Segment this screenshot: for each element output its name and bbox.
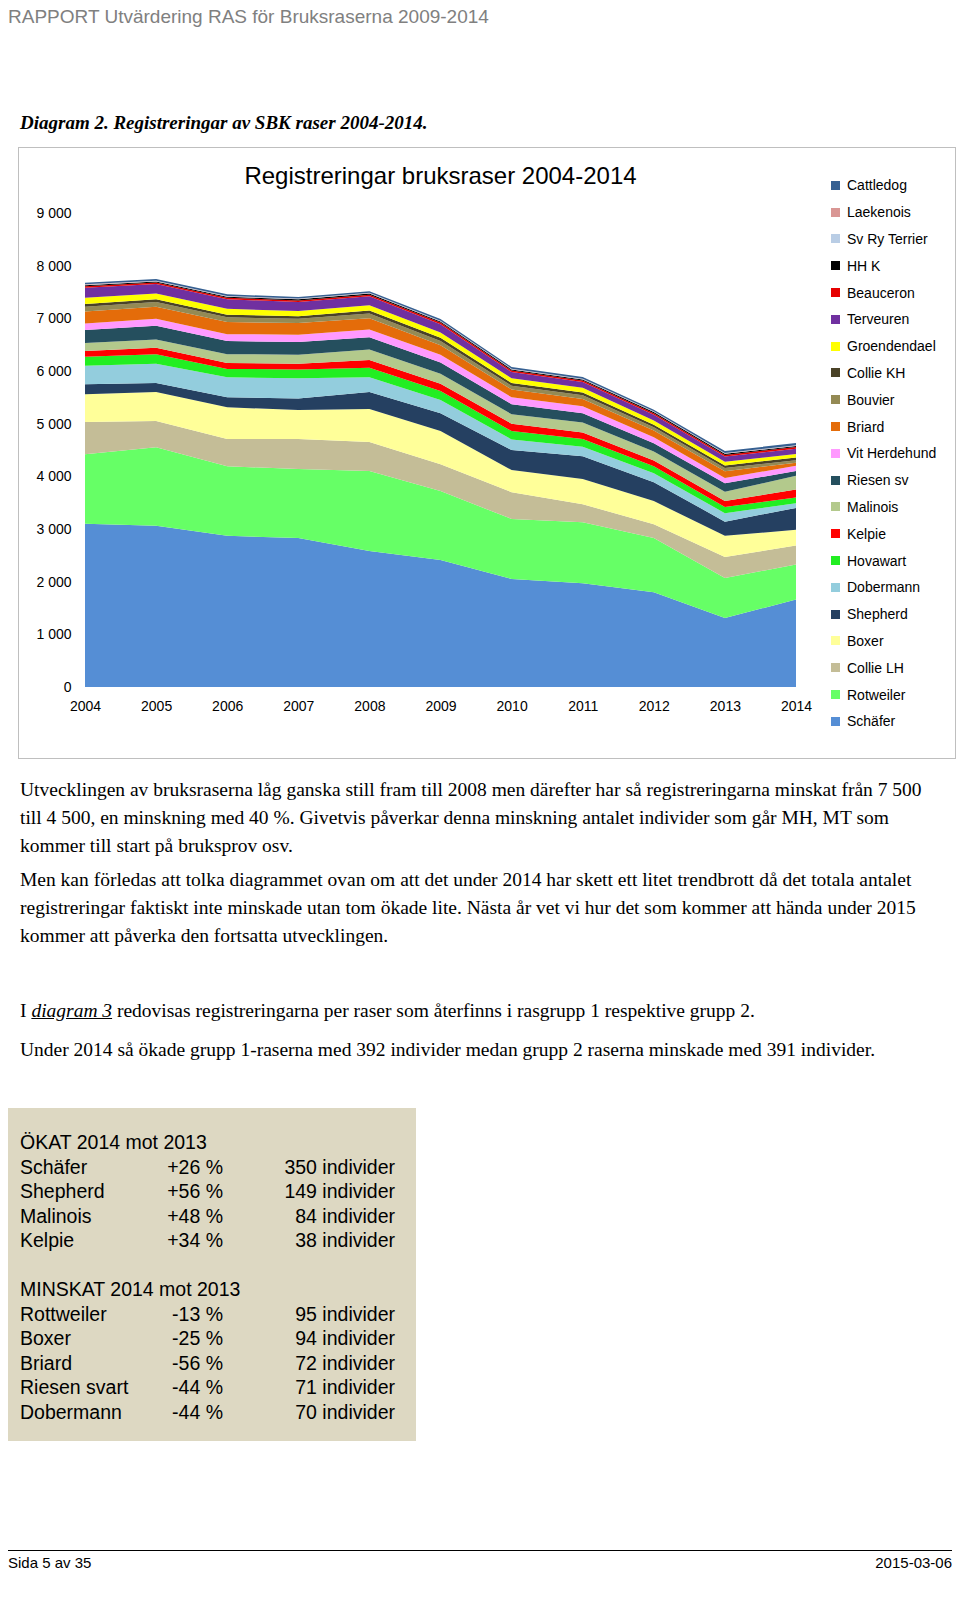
html-text:Shepherd: Shepherd [20, 1180, 105, 1203]
html-text:Groendendael: Groendendael [847, 338, 936, 355]
html-text:Dobermann: Dobermann [20, 1400, 122, 1423]
html-text:-13 %: -13 % [172, 1302, 223, 1325]
html-text:Briard: Briard [847, 418, 885, 435]
html-text:Bouvier: Bouvier [847, 391, 895, 408]
svg-text:2011: 2011 [568, 698, 598, 714]
svg-text:3 000: 3 000 [36, 521, 71, 537]
html-text:Boxer: Boxer [847, 632, 884, 649]
html-text:Schäfer: Schäfer [847, 713, 896, 730]
html-text:Riesen svart: Riesen svart [20, 1376, 129, 1399]
svg-text:2007: 2007 [283, 698, 314, 714]
html-text:RAPPORT Utvärdering RAS för Br: RAPPORT Utvärdering RAS för Bruksraserna… [8, 6, 489, 27]
svg-text:2 000: 2 000 [36, 574, 71, 590]
html-text:Beauceron: Beauceron [847, 284, 915, 301]
html-text:94 individer: 94 individer [295, 1327, 395, 1350]
html-text:Diagram 2. Registreringar av S: Diagram 2. Registreringar av SBK raser 2… [20, 112, 428, 133]
html-text:Shepherd: Shepherd [847, 606, 908, 623]
svg-text:9 000: 9 000 [36, 205, 71, 221]
html-text:MINSKAT 2014 mot 2013: MINSKAT 2014 mot 2013 [20, 1278, 241, 1300]
html-text:Collie LH: Collie LH [847, 659, 904, 676]
svg-text:2008: 2008 [354, 698, 385, 714]
svg-text:2004: 2004 [70, 698, 101, 714]
html-text:Malinois: Malinois [847, 499, 899, 515]
html-text:Kelpie: Kelpie [20, 1229, 75, 1252]
svg-text:0: 0 [64, 679, 72, 695]
html-text:Collie KH: Collie KH [847, 365, 906, 381]
html-text:72 individer: 72 individer [295, 1351, 395, 1374]
html-text:HH K: HH K [847, 257, 881, 274]
html-text:I diagram 3 redovisas registre: I diagram 3 redovisas registreringarna p… [20, 1000, 755, 1021]
svg-text:8 000: 8 000 [36, 258, 71, 274]
html-text:Boxer: Boxer [20, 1327, 71, 1350]
html-text:-56 %: -56 % [172, 1351, 223, 1374]
html-text:Registreringar bruksraser 2004: Registreringar bruksraser 2004-2014 [244, 162, 637, 189]
html-text:+26 %: +26 % [167, 1155, 223, 1178]
svg-text:4 000: 4 000 [36, 468, 71, 484]
html-text:Riesen sv: Riesen sv [847, 472, 909, 489]
html-text:+56 %: +56 % [167, 1180, 223, 1203]
svg-text:2012: 2012 [639, 698, 670, 714]
html-text:Vit Herdehund: Vit Herdehund [847, 445, 937, 462]
html-text:Sv Ry Terrier: Sv Ry Terrier [847, 231, 928, 247]
html-text:Under 2014 så ökade grupp 1-ra: Under 2014 så ökade grupp 1-raserna med … [20, 1039, 876, 1060]
html-text:149 individer: 149 individer [284, 1180, 395, 1203]
svg-text:2009: 2009 [425, 698, 456, 714]
svg-text:1 000: 1 000 [36, 626, 71, 642]
html-text:Laekenois: Laekenois [847, 204, 911, 221]
html-text:Kelpie: Kelpie [847, 525, 886, 542]
html-text:Rottweiler: Rottweiler [20, 1302, 107, 1325]
html-text:71 individer: 71 individer [295, 1376, 395, 1399]
html-text:350 individer: 350 individer [284, 1155, 395, 1178]
svg-text:2006: 2006 [212, 698, 243, 714]
html-text:Utvecklingen av bruksraserna l: Utvecklingen av bruksraserna låg ganska … [20, 779, 922, 856]
html-text:Hovawart: Hovawart [847, 552, 907, 569]
svg-text:2013: 2013 [710, 698, 741, 714]
svg-text:7 000: 7 000 [36, 310, 71, 326]
html-text:+48 %: +48 % [167, 1204, 223, 1227]
svg-text:2005: 2005 [141, 698, 172, 714]
svg-text:5 000: 5 000 [36, 416, 71, 432]
html-text:+34 %: +34 % [167, 1229, 223, 1252]
html-text:Malinois: Malinois [20, 1204, 92, 1227]
svg-text:2010: 2010 [497, 698, 528, 714]
html-text:-44 %: -44 % [172, 1376, 223, 1399]
html-text:70 individer: 70 individer [295, 1400, 395, 1423]
html-text:Sida 5 av 35: Sida 5 av 35 [8, 1554, 92, 1571]
html-text:95 individer: 95 individer [295, 1302, 395, 1325]
html-text:Men kan förledas att tolka dia: Men kan förledas att tolka diagrammet ov… [20, 869, 916, 946]
html-text:2015-03-06: 2015-03-06 [875, 1554, 952, 1571]
html-text:84 individer: 84 individer [295, 1204, 395, 1227]
svg-text:2014: 2014 [781, 698, 812, 714]
html-text:ÖKAT 2014 mot 2013: ÖKAT 2014 mot 2013 [20, 1131, 207, 1153]
html-text:-25 %: -25 % [172, 1327, 223, 1350]
svg-text:6 000: 6 000 [36, 363, 71, 379]
html-text:Cattledog: Cattledog [847, 177, 907, 194]
html-text:-44 %: -44 % [172, 1400, 223, 1423]
html-text:Briard: Briard [20, 1351, 72, 1374]
html-text:Schäfer: Schäfer [20, 1155, 88, 1178]
html-text:Dobermann: Dobermann [847, 579, 921, 596]
html-text:Rotweiler: Rotweiler [847, 686, 906, 703]
html-text:38 individer: 38 individer [295, 1229, 395, 1252]
html-text:Terveuren: Terveuren [847, 311, 910, 328]
